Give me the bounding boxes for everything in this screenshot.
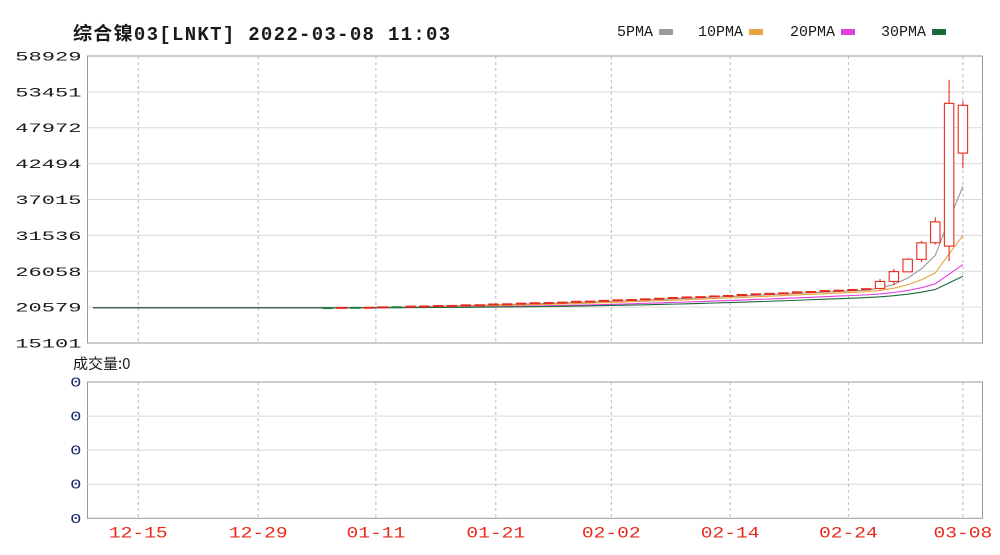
svg-text:03-08: 03-08: [934, 525, 993, 543]
svg-text:01-21: 01-21: [466, 525, 525, 543]
svg-text:01-11: 01-11: [347, 525, 406, 543]
svg-text:53451: 53451: [15, 86, 81, 100]
svg-text:0: 0: [70, 409, 81, 425]
svg-text:0: 0: [70, 477, 81, 493]
svg-text:58929: 58929: [15, 50, 81, 64]
svg-text:0: 0: [70, 443, 81, 459]
svg-text:02-02: 02-02: [582, 525, 641, 543]
svg-text:20579: 20579: [15, 302, 81, 316]
svg-text:15101: 15101: [15, 337, 81, 351]
svg-text:31536: 31536: [15, 230, 81, 244]
svg-text:02-14: 02-14: [701, 525, 760, 543]
svg-text:0: 0: [70, 375, 81, 391]
svg-text:42494: 42494: [15, 158, 81, 172]
svg-text:26058: 26058: [15, 266, 81, 280]
svg-text:12-29: 12-29: [229, 525, 288, 543]
svg-text:37015: 37015: [15, 194, 81, 208]
svg-text:0: 0: [70, 511, 81, 527]
svg-text:12-15: 12-15: [109, 525, 168, 543]
svg-text:47972: 47972: [15, 122, 81, 136]
svg-text:02-24: 02-24: [819, 525, 878, 543]
